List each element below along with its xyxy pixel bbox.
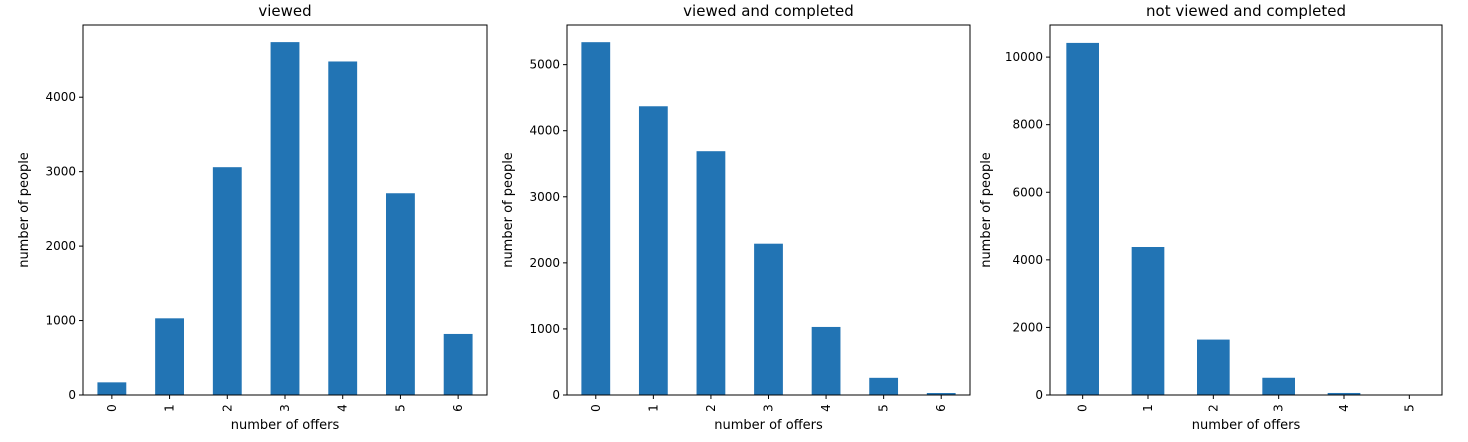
x-tick-label: 4 xyxy=(1337,404,1351,412)
bar-0 xyxy=(581,42,611,396)
y-tick-label: 2000 xyxy=(1012,320,1043,334)
y-axis-label: number of people xyxy=(501,152,516,268)
x-tick-label: 6 xyxy=(451,404,465,412)
bar-5 xyxy=(386,193,415,395)
chart-panel-not-viewed-and-completed: 0 2000 4000 6000 8000 10000 0 1 2 3 4 5 not viewed a… xyxy=(979,2,1443,433)
y-tick-label: 8000 xyxy=(1012,118,1043,132)
chart-title: viewed and completed xyxy=(683,2,854,20)
x-axis-label: number of offers xyxy=(714,418,823,433)
x-tick-label: 4 xyxy=(336,404,350,412)
bar-2 xyxy=(212,167,242,395)
x-tick-label: 2 xyxy=(220,404,234,412)
y-tick-label: 5000 xyxy=(529,58,560,72)
x-tick-label: 4 xyxy=(819,404,833,412)
plot-frame xyxy=(1049,24,1443,396)
bar-3 xyxy=(754,243,783,395)
x-tick-label: 3 xyxy=(1272,404,1286,412)
bar-4 xyxy=(1327,392,1361,395)
x-tick-label: 6 xyxy=(934,404,948,412)
y-axis-label: number of people xyxy=(979,152,994,268)
bar-6 xyxy=(443,333,473,395)
y-tick-label: 3000 xyxy=(45,165,76,179)
y-tick-label: 0 xyxy=(552,388,560,402)
x-tick-label: 1 xyxy=(646,404,660,412)
bar-3 xyxy=(1262,377,1295,395)
x-axis-label: number of offers xyxy=(231,418,340,433)
y-axis-label: number of people xyxy=(17,152,32,268)
x-axis-label: number of offers xyxy=(1192,418,1301,433)
bar-2 xyxy=(696,151,726,395)
chart-title: not viewed and completed xyxy=(1146,2,1346,20)
bar-2 xyxy=(1197,339,1230,395)
x-tick-label: 0 xyxy=(105,404,119,412)
x-tick-label: 2 xyxy=(1206,404,1220,412)
x-tick-label: 0 xyxy=(589,404,603,412)
y-tick-label: 2000 xyxy=(529,256,560,270)
chart-panel-viewed-and-completed: 0 1000 2000 3000 4000 5000 0 1 2 3 4 5 6 viewed and c… xyxy=(501,2,971,433)
y-tick-label: 0 xyxy=(68,388,76,402)
bar-1 xyxy=(638,106,668,396)
x-tick-label: 1 xyxy=(1141,404,1155,412)
bar-6 xyxy=(926,393,956,395)
bar-4 xyxy=(328,61,358,395)
y-tick-label: 1000 xyxy=(529,322,560,336)
bar-4 xyxy=(811,326,841,395)
y-tick-label: 3000 xyxy=(529,190,560,204)
x-tick-label: 0 xyxy=(1076,404,1090,412)
x-tick-label: 5 xyxy=(877,404,891,412)
bar-1 xyxy=(155,318,184,395)
x-tick-label: 2 xyxy=(704,404,718,412)
bar-5 xyxy=(869,377,899,395)
y-tick-label: 1000 xyxy=(45,314,76,328)
bar-0 xyxy=(97,382,127,395)
x-tick-label: 3 xyxy=(278,404,292,412)
y-tick-label: 6000 xyxy=(1012,185,1043,199)
y-tick-label: 0 xyxy=(1035,388,1043,402)
y-tick-label: 4000 xyxy=(1012,253,1043,267)
y-tick-label: 4000 xyxy=(45,90,76,104)
x-tick-label: 1 xyxy=(163,404,177,412)
bar-3 xyxy=(270,42,300,395)
bar-1 xyxy=(1131,247,1165,395)
chart-title: viewed xyxy=(258,2,311,20)
y-tick-label: 2000 xyxy=(45,239,76,253)
chart-panel-viewed: 0 1000 2000 3000 4000 0 1 2 3 4 5 6 viewed number of … xyxy=(17,2,488,433)
x-tick-label: 5 xyxy=(1402,404,1416,412)
bar-0 xyxy=(1066,42,1099,395)
x-tick-label: 5 xyxy=(393,404,407,412)
y-tick-label: 4000 xyxy=(529,124,560,138)
y-tick-label: 10000 xyxy=(1005,50,1043,64)
x-tick-label: 3 xyxy=(762,404,776,412)
